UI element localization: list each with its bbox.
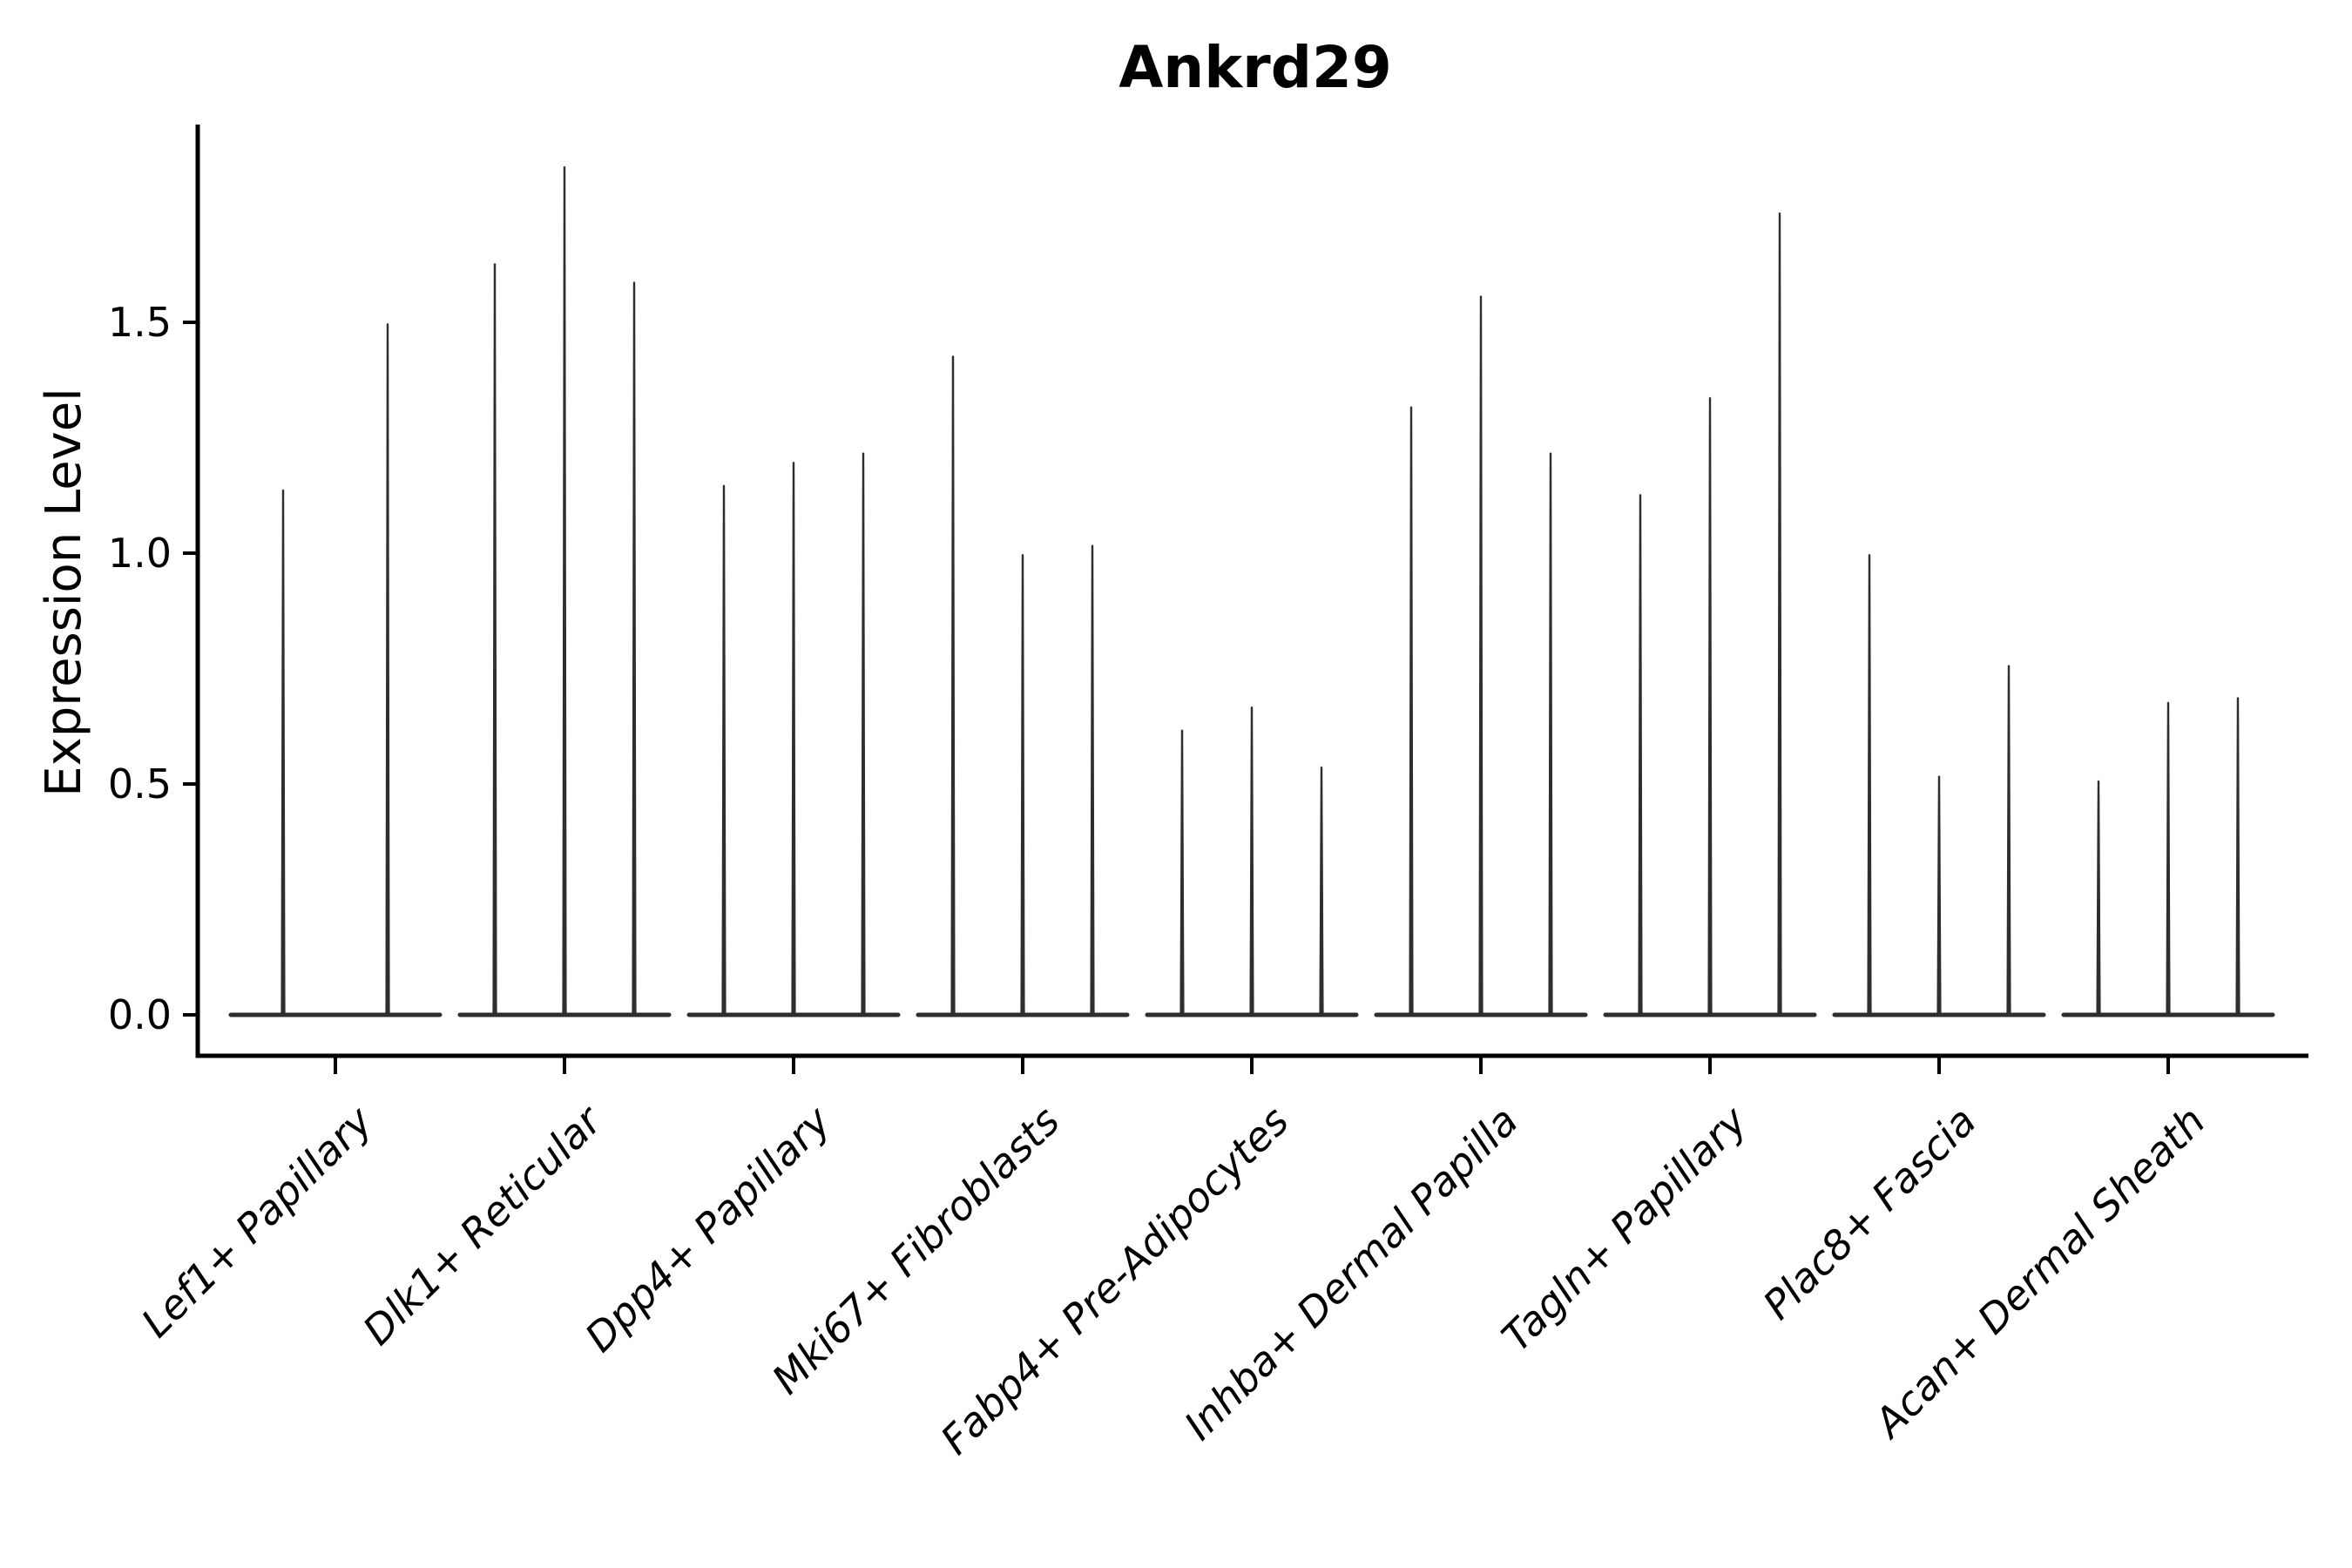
violin-needle (632, 281, 637, 1017)
violin-needle (2096, 780, 2101, 1017)
violin-needle (492, 263, 497, 1017)
violin-needle (1707, 396, 1713, 1017)
violin-needle (721, 484, 727, 1017)
x-tick-label-dlk1-reticular: Dlk1+ Reticular (354, 1095, 612, 1354)
violin-needle (1638, 494, 1643, 1017)
violin-needle (1249, 706, 1254, 1017)
tick-marks (183, 321, 2170, 1074)
plot-title: Ankrd29 (1119, 34, 1392, 101)
violins (228, 166, 2275, 1017)
violin-needle (1478, 295, 1484, 1017)
y-tick-label-0.0: 0.0 (108, 991, 172, 1038)
violin-needle (1179, 729, 1185, 1017)
violin-needle (2006, 665, 2011, 1017)
violin-needle (280, 489, 286, 1017)
y-tick-label-0.5: 0.5 (108, 760, 172, 808)
violin-needle (1409, 406, 1414, 1017)
violin-needle (950, 355, 956, 1017)
violin-needle (791, 462, 796, 1017)
y-tick-labels: 0.0 0.5 1.0 1.5 (108, 299, 172, 1038)
violin-needle (2166, 701, 2171, 1017)
x-tick-label-tagln-papillary: Tagln+ Papillary (1492, 1097, 1756, 1361)
violin-needle (1319, 766, 1324, 1017)
violin-needle (1867, 554, 1872, 1017)
violin-needle (1090, 544, 1095, 1017)
violin-needle (1936, 775, 1942, 1017)
x-tick-label-lef1-papillary: Lef1+ Papillary (132, 1097, 382, 1346)
violin-needle (2235, 697, 2240, 1017)
violin-needle (1548, 452, 1553, 1017)
violin-needle (1777, 212, 1782, 1017)
violin-needle (1020, 554, 1025, 1017)
x-tick-label-dpp4-papillary: Dpp4+ Papillary (576, 1097, 840, 1361)
violin-needle (861, 452, 866, 1017)
violin-needle (562, 166, 567, 1017)
y-tick-label-1.5: 1.5 (108, 299, 172, 346)
y-tick-label-1.0: 1.0 (108, 530, 172, 577)
y-axis-label: Expression Level (36, 388, 92, 797)
violin-needle (385, 323, 390, 1017)
x-tick-labels: Lef1+ Papillary Dlk1+ Reticular Dpp4+ Pa… (132, 1095, 2214, 1463)
x-tick-label-plac8-fascia: Plac8+ Fascia (1754, 1098, 1984, 1328)
